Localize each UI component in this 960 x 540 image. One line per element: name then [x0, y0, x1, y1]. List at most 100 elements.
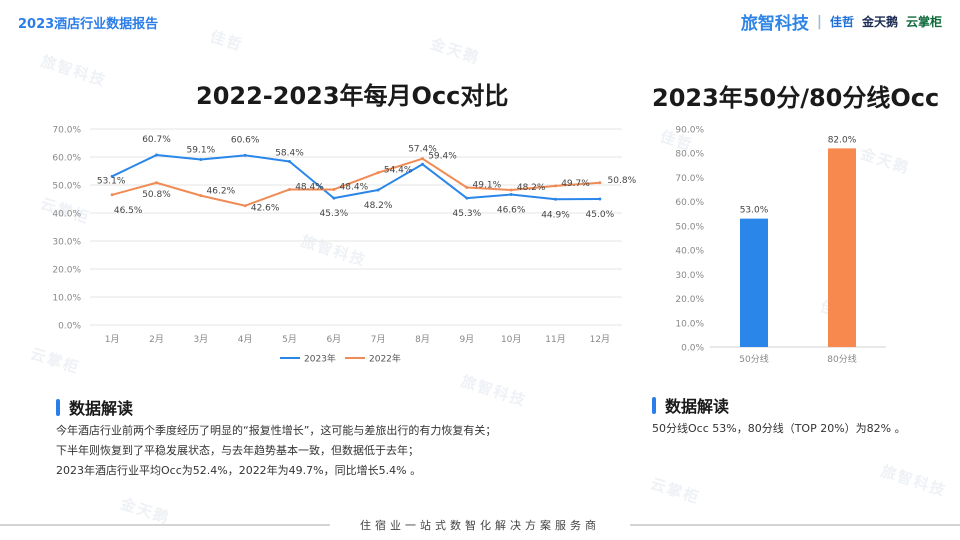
footer-slogan: 住宿业一站式数智化解决方案服务商 [360, 519, 600, 532]
data-label: 49.1% [473, 181, 502, 191]
y-tick-label: 70.0% [52, 126, 81, 136]
series-point [110, 174, 114, 178]
x-tick-label: 1月 [105, 334, 120, 345]
watermark-text: 旅智科技 [878, 461, 949, 501]
data-label: 48.2% [364, 201, 393, 211]
watermark-text: 金天鹅 [858, 144, 913, 178]
y-tick-label: 20.0% [52, 266, 81, 276]
data-label: 42.6% [251, 204, 280, 214]
bar-value-label: 82.0% [828, 135, 857, 145]
series-point [376, 188, 380, 192]
series-point [288, 187, 291, 191]
y-tick-label: 30.0% [675, 271, 704, 281]
analysis-text-right: 50分线Occ 53%，80分线（TOP 20%）为82% 。 [652, 419, 906, 439]
y-tick-label: 50.0% [675, 222, 704, 232]
watermark-text: 佳哲 [657, 127, 696, 155]
heading-accent-bar [652, 396, 656, 414]
y-tick-label: 10.0% [52, 294, 81, 304]
data-label: 48.4% [295, 182, 324, 192]
analysis-text-left: 今年酒店行业前两个季度经历了明显的“报复性增长”，这可能与差旅出行的有力恢复有关… [56, 421, 496, 481]
series-point [509, 188, 513, 192]
analysis-line: 今年酒店行业前两个季度经历了明显的“报复性增长”，这可能与差旅出行的有力恢复有关… [56, 424, 497, 437]
y-tick-label: 60.0% [675, 198, 704, 208]
series-point [598, 181, 602, 185]
watermark-text: 金天鹅 [428, 34, 483, 68]
analysis-heading-text: 数据解读 [665, 397, 730, 416]
watermark-text: 旅智科技 [38, 51, 109, 91]
x-tick-label: 4月 [238, 334, 253, 345]
y-tick-label: 40.0% [675, 247, 704, 257]
data-label: 54.4% [384, 166, 413, 176]
series-point [554, 197, 557, 201]
watermark-text: 旅智科技 [298, 231, 369, 271]
data-label: 46.5% [114, 206, 143, 216]
y-tick-label: 50.0% [52, 182, 81, 192]
bar-chart-title: 2023年50分/80分线Occ [652, 84, 940, 112]
series-point [376, 171, 380, 175]
data-label: 48.2% [517, 183, 546, 193]
logo-jintiane: 金天鹅 [861, 15, 898, 29]
x-tick-label: 9月 [459, 334, 474, 345]
analysis-heading-right: 数据解读 [652, 393, 729, 417]
analysis-line: 下半年则恢复到了平稳发展状态，与去年趋势基本一致，但数据低于去年； [56, 444, 419, 457]
heading-accent-bar [56, 398, 60, 416]
x-tick-label: 8月 [415, 334, 430, 345]
data-label: 53.1% [97, 176, 126, 186]
watermark-text: 旅智科技 [458, 371, 529, 411]
data-label: 58.4% [275, 148, 304, 158]
series-point [199, 194, 203, 198]
series-point [465, 186, 469, 190]
watermark-text: 佳哲 [817, 297, 856, 325]
x-tick-label: 3月 [193, 334, 208, 345]
series-point [465, 196, 469, 200]
x-tick-label: 5月 [282, 334, 297, 345]
series-point [155, 153, 158, 157]
logo-separator: | [816, 13, 822, 30]
series-point [332, 187, 336, 191]
analysis-heading-text: 数据解读 [69, 399, 134, 418]
x-tick-label: 80分线 [827, 353, 856, 365]
series-point [421, 157, 424, 161]
data-label: 45.3% [453, 209, 482, 219]
footer-line-left [0, 524, 330, 526]
data-label: 60.7% [142, 135, 171, 145]
watermark-text: 云掌柜 [28, 344, 83, 378]
data-label: 50.8% [142, 190, 171, 200]
partner-logos: 旅智科技 | 佳哲 金天鹅 云掌柜 [740, 9, 942, 35]
series-point [288, 159, 291, 163]
analysis-heading-left: 数据解读 [56, 395, 133, 419]
series-line-2022 [111, 157, 600, 207]
analysis-line: 50分线Occ 53%，80分线（TOP 20%）为82% 。 [652, 422, 906, 435]
data-label: 46.2% [207, 187, 236, 197]
logo-lvzhi: 旅智科技 [740, 14, 809, 34]
series-point [110, 193, 114, 197]
y-tick-label: 20.0% [675, 295, 704, 305]
data-label: 49.7% [561, 179, 590, 189]
data-label: 45.0% [586, 210, 615, 220]
x-tick-label: 2月 [149, 334, 164, 345]
data-label: 59.1% [187, 146, 216, 156]
footer: 住宿业一站式数智化解决方案服务商 [0, 514, 960, 536]
legend-label: 2022年 [369, 353, 401, 365]
x-tick-label: 12月 [590, 334, 610, 345]
y-tick-label: 60.0% [52, 154, 81, 164]
watermark-text: 佳哲 [207, 27, 246, 55]
series-point [243, 153, 247, 157]
series-point [243, 204, 247, 208]
watermark-text: 云掌柜 [38, 194, 93, 228]
x-tick-label: 50分线 [739, 353, 768, 365]
series-point [509, 193, 513, 197]
y-tick-label: 0.0% [58, 322, 81, 332]
data-label: 45.3% [320, 209, 349, 219]
bar-value-label: 53.0% [740, 206, 769, 216]
series-point [598, 197, 602, 201]
x-tick-label: 6月 [326, 334, 341, 345]
series-point [421, 162, 424, 166]
line-chart-title: 2022-2023年每月Occ对比 [196, 82, 509, 110]
logo-yunzhanggui: 云掌柜 [905, 15, 942, 29]
watermark-text: 云掌柜 [648, 474, 703, 508]
y-tick-label: 70.0% [675, 174, 704, 184]
series-point [554, 184, 557, 188]
x-tick-label: 10月 [501, 334, 521, 345]
y-tick-label: 30.0% [52, 238, 81, 248]
